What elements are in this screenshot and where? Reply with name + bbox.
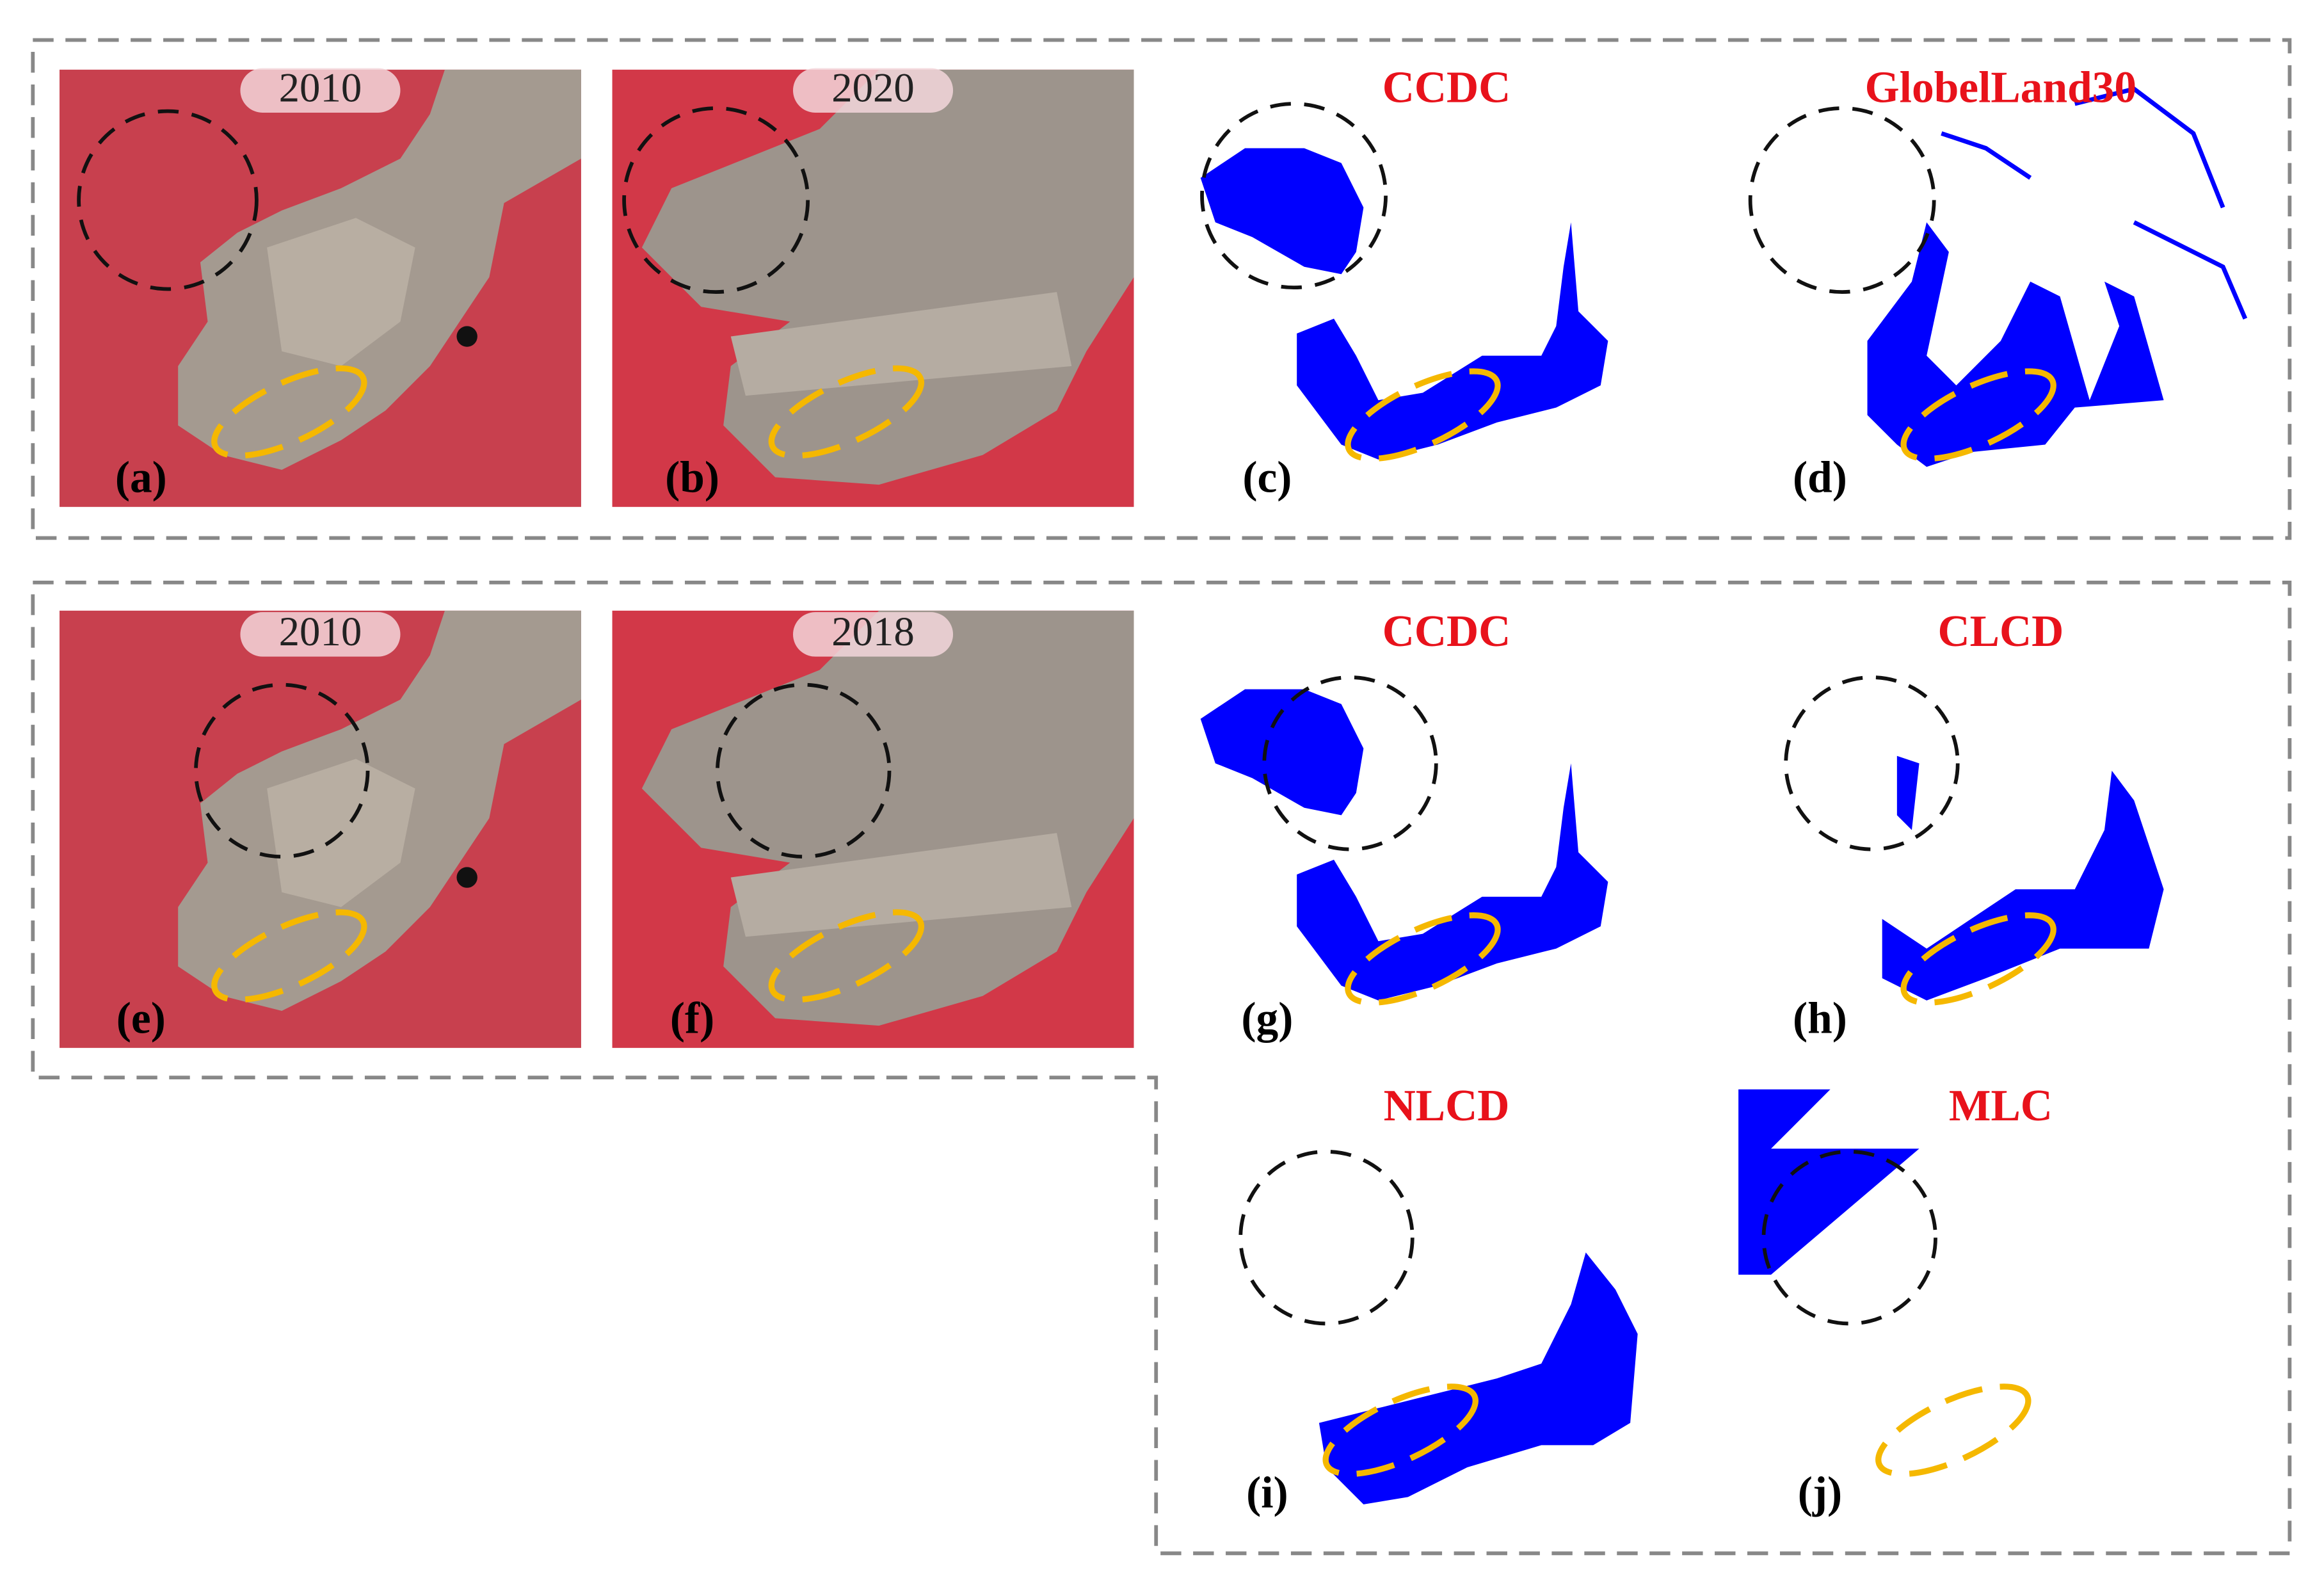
panel-title: 2010 [279, 609, 362, 655]
satellite-image [612, 610, 1134, 1048]
panel-label: (j) [1798, 1468, 1842, 1517]
panel-title: CLCD [1938, 607, 2064, 656]
group-frame [31, 580, 2292, 1556]
year-badge [793, 68, 954, 113]
change-map [1318, 1252, 1638, 1504]
figure-body: 2010 2020 CCDC GlobelLand30 2010 2018 CC… [31, 38, 2292, 1556]
annotations [77, 102, 2056, 1478]
panel-title: NLCD [1384, 1081, 1510, 1131]
year-badge [240, 612, 401, 657]
panel-label: (e) [116, 994, 166, 1043]
change-map [1200, 689, 1608, 1001]
panel-label: (g) [1241, 994, 1293, 1043]
group-frame [31, 38, 2292, 540]
satellite-image [59, 610, 581, 1048]
panel-label: (b) [665, 453, 719, 502]
panel-label: (a) [115, 453, 167, 502]
panel-title: 2010 [279, 65, 362, 111]
panel-label: (d) [1793, 453, 1847, 502]
satellite-image [612, 69, 1134, 507]
change-map [1738, 1089, 1919, 1275]
panel-label: (h) [1793, 994, 1847, 1043]
change-map [1200, 148, 1608, 460]
panel-label: (c) [1242, 453, 1292, 502]
year-badge [240, 68, 401, 113]
year-badge [793, 612, 954, 657]
satellite-image [59, 69, 581, 507]
panel-title: CCDC [1382, 607, 1511, 656]
panel-title: 2018 [831, 609, 915, 655]
panel-label: (i) [1246, 1468, 1288, 1517]
panel-title: CCDC [1382, 63, 1511, 112]
panel-title: GlobelLand30 [1865, 63, 2136, 112]
panel-title: MLC [1949, 1081, 2053, 1131]
change-map [1882, 755, 2164, 1001]
change-map [1868, 89, 2245, 467]
panel-label: (f) [670, 994, 714, 1043]
panel-title: 2020 [831, 65, 915, 111]
